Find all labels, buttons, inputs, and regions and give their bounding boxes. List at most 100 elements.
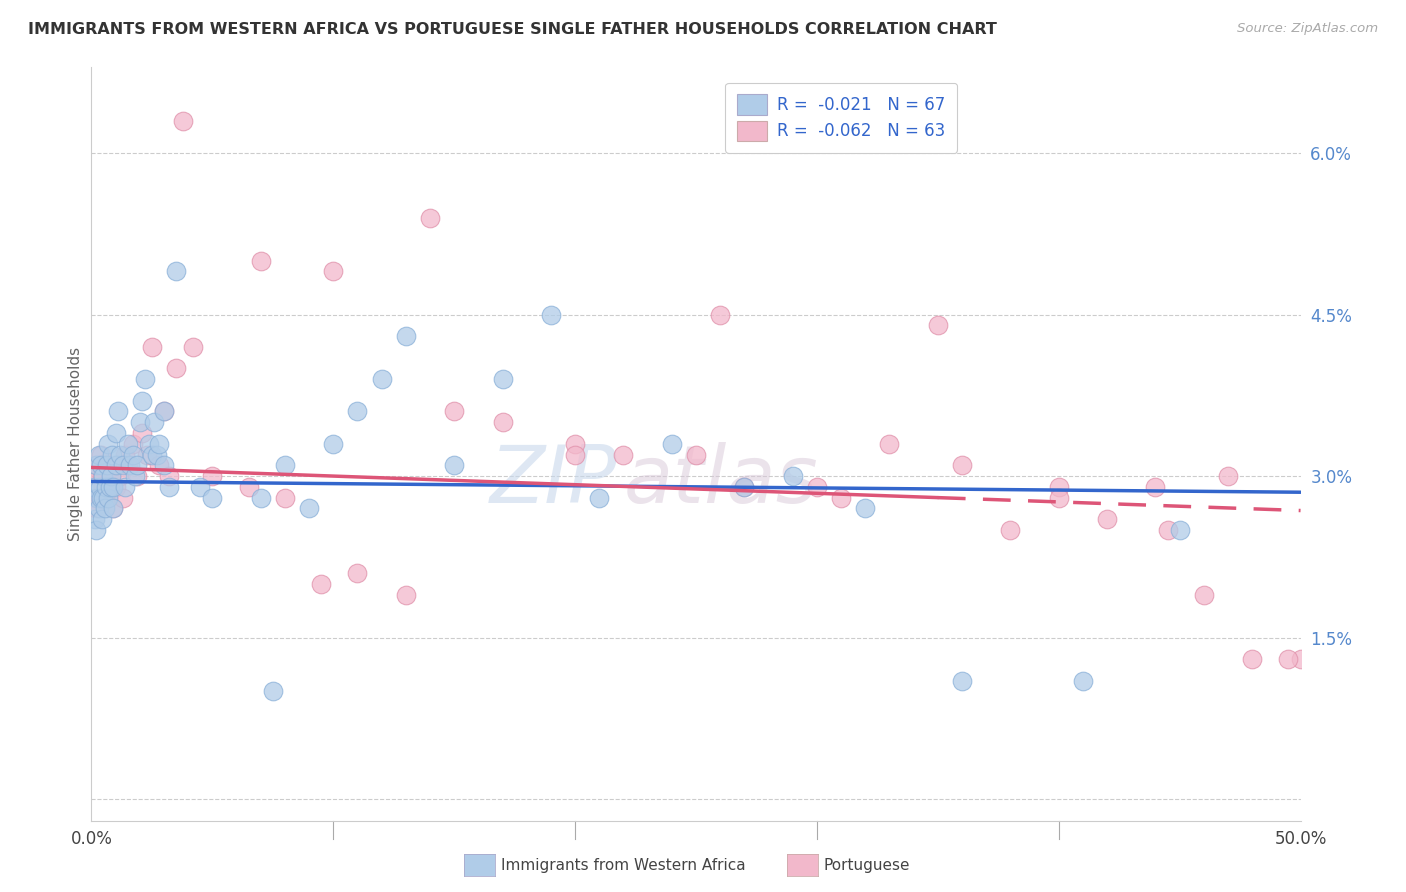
Point [94, 458, 117, 473]
Point [107, 458, 129, 473]
Point [124, 469, 146, 483]
Point [83, 480, 105, 494]
Point [110, 469, 132, 483]
Point [443, 404, 465, 418]
Point [86, 491, 108, 505]
Point [141, 340, 163, 354]
Point [121, 437, 143, 451]
Point [1168, 523, 1191, 537]
Point [172, 113, 194, 128]
Point [90, 448, 112, 462]
Text: Portuguese: Portuguese [824, 858, 911, 872]
Point [1156, 523, 1178, 537]
Point [1216, 469, 1239, 483]
Point [97, 491, 120, 505]
Point [733, 480, 755, 494]
Point [1047, 480, 1070, 494]
Point [181, 340, 204, 354]
Point [395, 329, 418, 343]
Point [443, 458, 465, 473]
Point [93, 469, 115, 483]
Point [98, 480, 121, 494]
Point [262, 684, 284, 698]
Point [395, 588, 418, 602]
Point [274, 491, 297, 505]
Point [927, 318, 949, 333]
Point [1144, 480, 1167, 494]
Point [153, 404, 176, 418]
Point [201, 491, 224, 505]
Point [94, 480, 117, 494]
Point [141, 448, 163, 462]
Point [84, 523, 107, 537]
Point [733, 480, 755, 494]
Point [612, 448, 634, 462]
Point [134, 372, 156, 386]
Text: atlas: atlas [623, 442, 818, 520]
Point [879, 437, 901, 451]
Point [136, 448, 159, 462]
Point [97, 491, 120, 505]
Point [853, 501, 876, 516]
Point [93, 501, 115, 516]
Point [806, 480, 828, 494]
Point [117, 458, 139, 473]
Point [101, 501, 124, 516]
Point [165, 264, 187, 278]
Point [120, 458, 142, 473]
Point [89, 491, 111, 505]
Point [104, 425, 127, 440]
Point [111, 491, 134, 505]
Point [322, 264, 344, 278]
Point [165, 361, 187, 376]
Point [1277, 652, 1299, 666]
Point [143, 415, 166, 429]
Point [322, 437, 344, 451]
Text: IMMIGRANTS FROM WESTERN AFRICA VS PORTUGUESE SINGLE FATHER HOUSEHOLDS CORRELATIO: IMMIGRANTS FROM WESTERN AFRICA VS PORTUG… [28, 22, 997, 37]
Point [138, 437, 160, 451]
Point [83, 491, 105, 505]
Point [1095, 512, 1118, 526]
Point [84, 501, 107, 516]
Point [111, 458, 134, 473]
Point [188, 480, 211, 494]
Point [157, 480, 180, 494]
Point [131, 393, 153, 408]
Point [114, 448, 136, 462]
Point [950, 458, 973, 473]
Point [1071, 673, 1094, 688]
Point [950, 673, 973, 688]
Point [104, 480, 127, 494]
Point [128, 415, 150, 429]
Text: Source: ZipAtlas.com: Source: ZipAtlas.com [1237, 22, 1378, 36]
Point [91, 512, 114, 526]
Point [238, 480, 260, 494]
Point [114, 480, 136, 494]
Point [370, 372, 392, 386]
Point [419, 211, 441, 225]
Point [145, 448, 167, 462]
Point [491, 415, 513, 429]
Point [564, 448, 586, 462]
Point [93, 491, 115, 505]
Point [90, 458, 112, 473]
Point [309, 576, 332, 591]
Point [298, 501, 321, 516]
Point [87, 448, 110, 462]
Point [346, 566, 368, 580]
Point [107, 404, 129, 418]
Point [87, 501, 110, 516]
Point [96, 458, 118, 473]
Point [346, 404, 368, 418]
Text: ZIP: ZIP [491, 442, 617, 520]
Point [1289, 652, 1312, 666]
Point [110, 448, 132, 462]
Point [101, 448, 124, 462]
Point [588, 491, 610, 505]
Point [101, 501, 124, 516]
Point [100, 469, 122, 483]
Point [564, 437, 586, 451]
Point [117, 437, 139, 451]
Point [201, 469, 224, 483]
Point [84, 512, 107, 526]
